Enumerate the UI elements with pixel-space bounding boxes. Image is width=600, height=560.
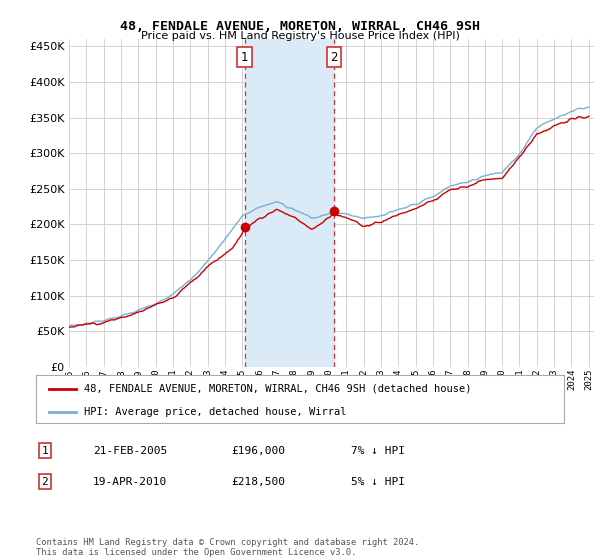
Text: Contains HM Land Registry data © Crown copyright and database right 2024.
This d: Contains HM Land Registry data © Crown c… — [36, 538, 419, 557]
Text: 21-FEB-2005: 21-FEB-2005 — [93, 446, 167, 456]
Text: 48, FENDALE AVENUE, MORETON, WIRRAL, CH46 9SH (detached house): 48, FENDALE AVENUE, MORETON, WIRRAL, CH4… — [83, 384, 471, 394]
Text: 5% ↓ HPI: 5% ↓ HPI — [351, 477, 405, 487]
Text: 2: 2 — [331, 50, 338, 63]
Text: 19-APR-2010: 19-APR-2010 — [93, 477, 167, 487]
Text: £218,500: £218,500 — [231, 477, 285, 487]
Text: HPI: Average price, detached house, Wirral: HPI: Average price, detached house, Wirr… — [83, 407, 346, 417]
Text: 7% ↓ HPI: 7% ↓ HPI — [351, 446, 405, 456]
Text: 1: 1 — [241, 50, 248, 63]
Text: £196,000: £196,000 — [231, 446, 285, 456]
Text: 48, FENDALE AVENUE, MORETON, WIRRAL, CH46 9SH: 48, FENDALE AVENUE, MORETON, WIRRAL, CH4… — [120, 20, 480, 32]
Bar — [245, 39, 334, 367]
Text: 2: 2 — [41, 477, 49, 487]
Text: 1: 1 — [41, 446, 49, 456]
Text: Price paid vs. HM Land Registry's House Price Index (HPI): Price paid vs. HM Land Registry's House … — [140, 31, 460, 41]
